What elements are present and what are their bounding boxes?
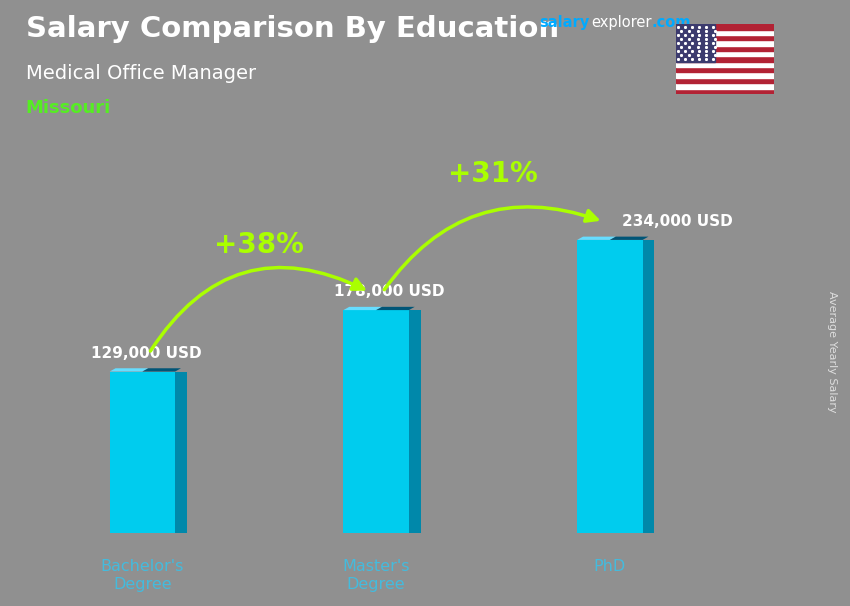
Bar	[676, 24, 774, 30]
Text: Bachelor's
Degree: Bachelor's Degree	[100, 559, 184, 592]
Text: salary: salary	[540, 15, 590, 30]
Text: Master's
Degree: Master's Degree	[343, 559, 410, 592]
Text: Missouri: Missouri	[26, 99, 110, 117]
Polygon shape	[643, 240, 654, 533]
Text: .com: .com	[651, 15, 690, 30]
Text: 129,000 USD: 129,000 USD	[91, 345, 201, 361]
Polygon shape	[577, 236, 615, 240]
Bar	[676, 24, 715, 62]
FancyBboxPatch shape	[343, 310, 409, 533]
Bar	[676, 73, 774, 78]
Bar	[676, 51, 774, 56]
Bar	[676, 62, 774, 67]
Polygon shape	[409, 310, 421, 533]
Text: Salary Comparison By Education: Salary Comparison By Education	[26, 15, 558, 43]
Polygon shape	[376, 307, 415, 310]
Text: Medical Office Manager: Medical Office Manager	[26, 64, 256, 82]
Text: +38%: +38%	[214, 231, 304, 259]
Bar	[676, 83, 774, 88]
Polygon shape	[175, 371, 187, 533]
Bar	[676, 67, 774, 73]
Text: Average Yearly Salary: Average Yearly Salary	[827, 291, 837, 412]
Bar	[676, 41, 774, 45]
Polygon shape	[343, 307, 382, 310]
Bar	[676, 30, 774, 35]
Bar	[676, 78, 774, 83]
Text: +31%: +31%	[448, 161, 538, 188]
Polygon shape	[609, 236, 649, 240]
Bar	[676, 45, 774, 51]
Text: explorer: explorer	[591, 15, 651, 30]
Polygon shape	[110, 368, 148, 371]
Polygon shape	[142, 368, 181, 371]
Text: 234,000 USD: 234,000 USD	[621, 214, 733, 229]
Bar	[676, 88, 774, 94]
FancyBboxPatch shape	[110, 371, 175, 533]
Bar	[676, 35, 774, 41]
Text: PhD: PhD	[594, 559, 626, 574]
FancyBboxPatch shape	[577, 240, 643, 533]
Bar	[676, 56, 774, 62]
Text: 178,000 USD: 178,000 USD	[334, 284, 445, 299]
